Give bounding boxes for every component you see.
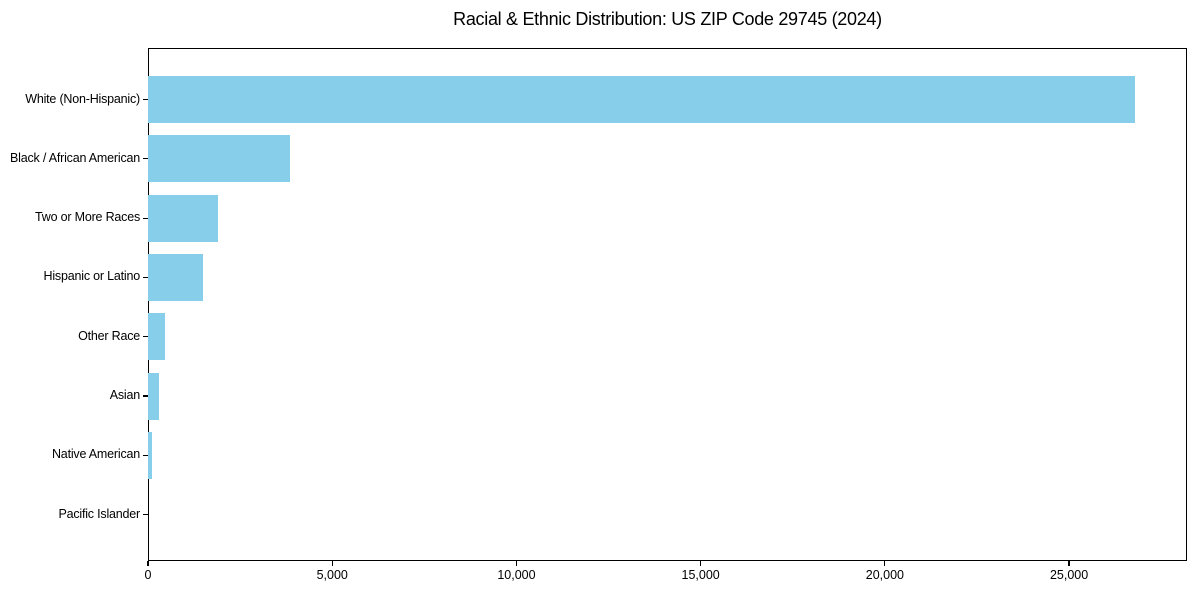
x-tick-label: 10,000 [497,568,536,582]
bar-6 [148,431,152,479]
y-tick-mark [143,98,148,101]
y-tick-mark [143,158,148,160]
x-tick-label: 15,000 [681,568,720,582]
bar-0 [148,76,1136,123]
x-tick-mark [515,561,518,566]
x-tick-label: 20,000 [865,568,904,582]
bar-5 [148,372,160,420]
category-label: Asian [109,388,140,402]
x-tick-mark [700,561,702,566]
category-label: Other Race [78,328,140,343]
y-tick-mark [143,395,148,397]
y-tick-mark [143,276,148,278]
y-tick-mark [143,454,148,456]
bar-4 [148,313,165,361]
chart-title: Racial & Ethnic Distribution: US ZIP Cod… [453,9,882,29]
category-label: Black / African American [10,150,140,165]
bar-2 [148,194,218,242]
bar-3 [148,253,204,301]
x-tick-label: 5,000 [316,568,348,582]
y-tick-mark [143,336,148,338]
y-tick-mark [143,514,148,516]
category-label: White (Non-Hispanic) [25,91,140,106]
plot-area [148,48,1187,561]
bar-1 [148,135,290,183]
x-tick-mark [331,561,333,566]
y-tick-mark [143,217,148,219]
category-label: Hispanic or Latino [43,269,141,284]
category-label: Two or More Races [35,210,140,225]
x-tick-label: 25,000 [1049,568,1089,582]
x-tick-mark [1068,561,1070,566]
category-label: Pacific Islander [58,506,140,521]
x-tick-mark [884,561,886,566]
x-tick-mark [147,561,149,566]
x-tick-label: 0 [144,568,152,582]
category-label: Native American [51,447,140,462]
